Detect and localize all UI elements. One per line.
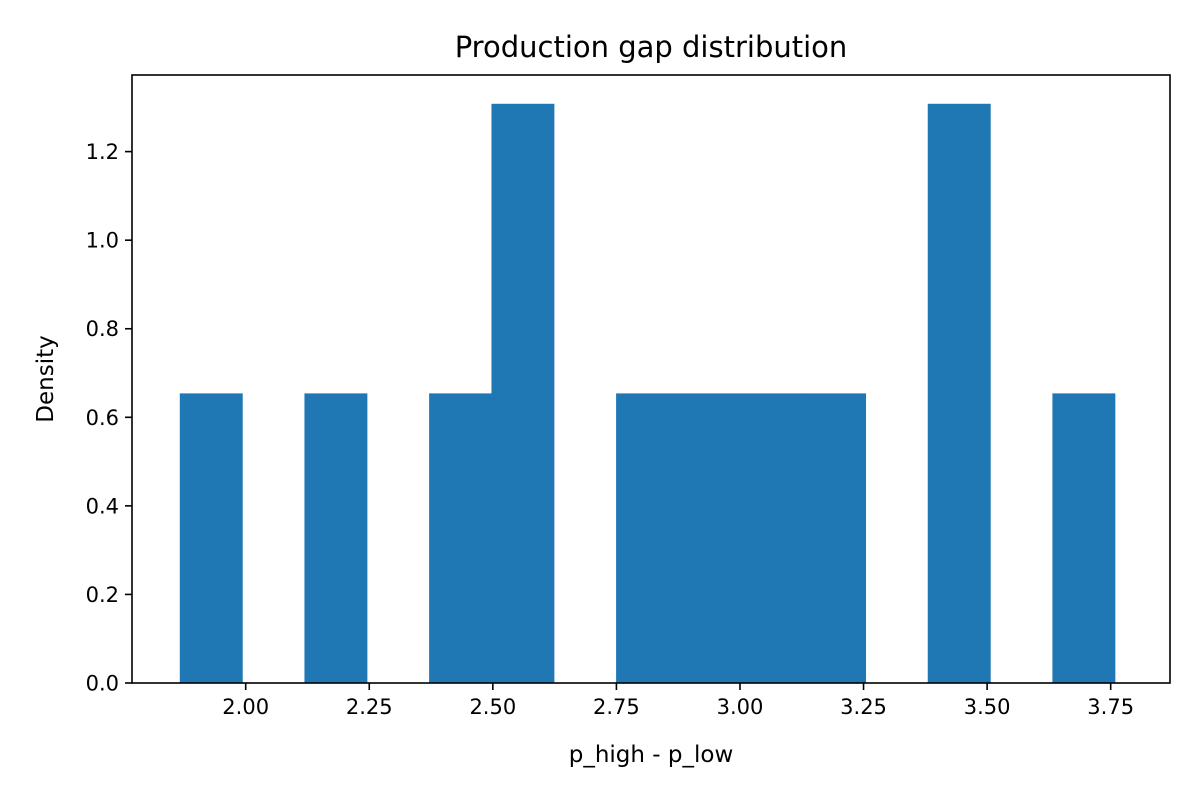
x-axis-ticks: 2.00 2.25 2.50 2.75 3.00 3.25 3.50 3.75 (222, 683, 1134, 719)
x-tick-label: 3.75 (1087, 695, 1134, 719)
x-tick-label: 3.25 (840, 695, 887, 719)
y-tick-label: 0.8 (86, 317, 119, 341)
histogram-bar (491, 103, 555, 683)
chart-title: Production gap distribution (455, 30, 848, 64)
histogram-bar (616, 393, 680, 683)
plot-frame (131, 74, 1171, 684)
x-tick-label: 2.75 (593, 695, 640, 719)
x-tick-label: 2.25 (346, 695, 393, 719)
histogram-bar (678, 393, 742, 683)
y-tick-label: 1.2 (86, 140, 119, 164)
histogram-bar (803, 393, 867, 683)
y-tick-label: 1.0 (86, 229, 119, 253)
x-axis-label: p_high - p_low (569, 742, 734, 768)
histogram-bar (179, 393, 243, 683)
histogram-bar (740, 393, 804, 683)
x-tick-label: 3.50 (964, 695, 1011, 719)
x-tick-label: 2.50 (469, 695, 516, 719)
x-tick-label: 2.00 (222, 695, 269, 719)
y-tick-label: 0.0 (86, 672, 119, 696)
bars-group (179, 103, 1116, 683)
y-axis-ticks: 0.0 0.2 0.4 0.6 0.8 1.0 1.2 (86, 140, 132, 696)
y-axis-label: Density (33, 335, 59, 422)
histogram-bar (927, 103, 991, 683)
histogram-bar (304, 393, 368, 683)
y-tick-label: 0.2 (86, 583, 119, 607)
y-tick-label: 0.4 (86, 494, 119, 518)
histogram-bar (1052, 393, 1116, 683)
x-tick-label: 3.00 (717, 695, 764, 719)
y-tick-label: 0.6 (86, 406, 119, 430)
histogram-bar (429, 393, 493, 683)
